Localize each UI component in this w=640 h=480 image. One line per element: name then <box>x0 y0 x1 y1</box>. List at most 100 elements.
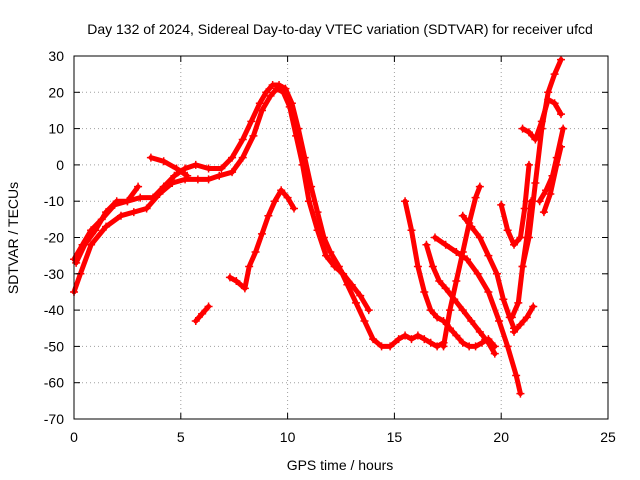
data-point-marker <box>238 135 247 144</box>
data-point-marker <box>232 277 241 286</box>
data-point-marker <box>377 342 386 351</box>
data-point-marker <box>193 175 202 184</box>
data-point-marker <box>510 240 519 249</box>
data-point-marker <box>191 316 200 325</box>
y-tick-label: 30 <box>48 48 64 64</box>
data-point-marker <box>433 313 442 322</box>
data-point-marker <box>524 128 533 137</box>
data-point-marker <box>257 106 266 115</box>
data-point-marker <box>559 124 568 133</box>
data-point-marker <box>458 306 467 315</box>
y-tick-label: 10 <box>48 121 64 137</box>
data-point-marker <box>266 91 275 100</box>
data-point-marker <box>191 160 200 169</box>
data-point-marker <box>249 131 258 140</box>
data-point-marker <box>518 124 527 133</box>
data-point-marker <box>503 226 512 235</box>
series-arc-5 <box>191 302 213 325</box>
data-point-marker <box>123 197 132 206</box>
data-point-marker <box>369 335 378 344</box>
data-point-marker <box>484 251 493 260</box>
data-point-marker <box>407 335 416 344</box>
data-point-marker <box>394 335 403 344</box>
data-point-marker <box>204 175 213 184</box>
x-tick-label: 5 <box>177 429 185 445</box>
data-point-marker <box>524 233 533 242</box>
data-point-marker <box>537 117 546 126</box>
data-point-marker <box>364 306 373 315</box>
data-point-marker <box>435 277 444 286</box>
series-arc-14 <box>510 302 538 336</box>
data-point-marker <box>475 327 484 336</box>
data-point-marker <box>497 200 506 209</box>
data-point-marker <box>181 164 190 173</box>
y-tick-label: -20 <box>44 230 64 246</box>
data-point-marker <box>275 81 284 90</box>
data-point-marker <box>351 298 360 307</box>
data-point-marker <box>401 331 410 340</box>
x-tick-label: 0 <box>70 429 78 445</box>
data-point-marker <box>413 331 422 340</box>
y-tick-label: -60 <box>44 375 64 391</box>
data-point-marker <box>170 171 179 180</box>
series-arc-3 <box>72 182 143 267</box>
data-point-marker <box>281 84 290 93</box>
data-point-marker <box>257 229 266 238</box>
data-point-marker <box>407 226 416 235</box>
data-point-marker <box>304 197 313 206</box>
data-point-marker <box>428 262 437 271</box>
data-point-marker <box>290 204 299 213</box>
data-point-marker <box>535 197 544 206</box>
data-point-marker <box>539 208 548 217</box>
series-arc-18 <box>539 142 566 217</box>
series-trace <box>432 235 523 397</box>
data-point-marker <box>146 153 155 162</box>
data-point-marker <box>228 153 237 162</box>
series-arc-9 <box>430 233 525 398</box>
data-point-marker <box>458 338 467 347</box>
data-point-marker <box>326 248 335 257</box>
data-point-marker <box>228 168 237 177</box>
data-point-marker <box>552 160 561 169</box>
data-point-marker <box>510 327 519 336</box>
series-trace <box>511 304 536 335</box>
data-point-marker <box>102 208 111 217</box>
data-point-marker <box>300 153 309 162</box>
data-point-marker <box>531 179 540 188</box>
data-point-marker <box>262 88 271 97</box>
data-point-marker <box>471 342 480 351</box>
data-point-marker <box>422 240 431 249</box>
x-axis-title: GPS time / hours <box>287 457 394 473</box>
data-point-marker <box>458 248 467 257</box>
data-point-marker <box>495 316 504 325</box>
data-point-marker <box>172 164 181 173</box>
data-point-marker <box>490 349 499 358</box>
series-arc-12 <box>497 160 533 249</box>
series-arc-11 <box>458 211 519 333</box>
data-point-marker <box>251 248 260 257</box>
x-tick-label: 15 <box>387 429 403 445</box>
data-point-marker <box>343 280 352 289</box>
x-tick-label: 10 <box>280 429 296 445</box>
data-point-marker <box>544 95 553 104</box>
series-arc-16 <box>518 95 566 144</box>
data-point-marker <box>518 262 527 271</box>
data-point-marker <box>467 316 476 325</box>
data-point-marker <box>484 287 493 296</box>
data-point-marker <box>420 335 429 344</box>
data-point-marker <box>531 135 540 144</box>
data-point-marker <box>245 262 254 271</box>
data-point-marker <box>463 255 472 264</box>
data-point-marker <box>467 222 476 231</box>
y-tick-label: -40 <box>44 302 64 318</box>
data-point-marker <box>420 287 429 296</box>
data-point-marker <box>499 295 508 304</box>
data-point-marker <box>238 153 247 162</box>
data-point-marker <box>484 338 493 347</box>
data-point-marker <box>225 273 234 282</box>
data-point-marker <box>294 124 303 133</box>
data-point-marker <box>520 204 529 213</box>
data-point-marker <box>524 160 533 169</box>
data-point-marker <box>319 233 328 242</box>
